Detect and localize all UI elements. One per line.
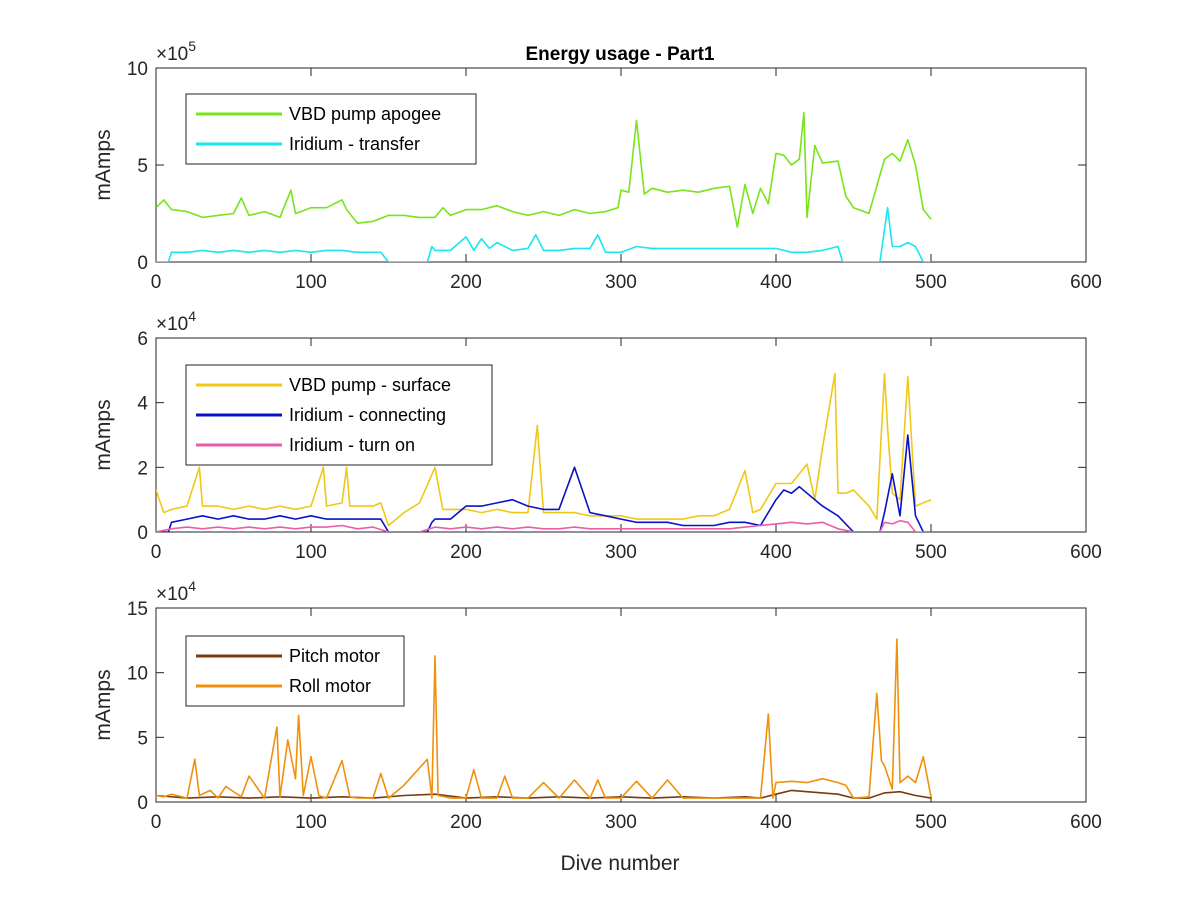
x-tick-label: 400	[760, 542, 792, 563]
x-tick-label: 200	[450, 812, 482, 833]
legend: VBD pump apogee Iridium - transfer	[185, 93, 477, 165]
x-tick-label: 600	[1070, 812, 1102, 833]
y-tick-label: 10	[127, 59, 148, 80]
x-tick-label: 600	[1070, 542, 1102, 563]
y-tick-label: 4	[137, 394, 148, 415]
legend-label: VBD pump - surface	[289, 375, 451, 395]
figure-title: Energy usage - Part1	[525, 44, 714, 65]
legend-label: Iridium - turn on	[289, 435, 415, 455]
x-tick-label: 200	[450, 542, 482, 563]
series-line-1	[156, 111, 932, 228]
series-line-2	[156, 206, 931, 262]
y-axis-label: mAmps	[92, 129, 115, 200]
x-tick-label: 500	[915, 542, 947, 563]
x-tick-label: 0	[151, 272, 162, 293]
panel-3: 0 100 200 300 400 500 600 0 5 10 15 ×104 mAmps Pitch …	[92, 578, 1102, 833]
y-tick-label: 10	[127, 664, 148, 685]
x-tick-label: 300	[605, 812, 637, 833]
panel-1: 0 100 200 300 400 500 600 0 5 10 ×105 mAmps VBD pump…	[92, 38, 1102, 293]
legend-label: VBD pump apogee	[289, 104, 441, 124]
x-tick-label: 100	[295, 812, 327, 833]
y-exponent-label: ×104	[156, 308, 196, 335]
y-exponent-label: ×104	[156, 578, 196, 605]
series-line-1	[156, 372, 932, 527]
panel-2: 0 100 200 300 400 500 600 0 2 4 6 ×104 mAmps VBD pump…	[92, 308, 1102, 563]
x-tick-label: 300	[605, 542, 637, 563]
y-tick-label: 5	[137, 728, 148, 749]
legend-box	[185, 93, 477, 165]
legend-box	[185, 635, 405, 707]
x-tick-label: 0	[151, 542, 162, 563]
x-tick-label: 100	[295, 272, 327, 293]
y-tick-label: 0	[137, 523, 148, 544]
legend-label: Roll motor	[289, 676, 371, 696]
y-axis-label: mAmps	[92, 399, 115, 470]
x-tick-label: 600	[1070, 272, 1102, 293]
x-tick-label: 200	[450, 272, 482, 293]
y-tick-label: 6	[137, 329, 148, 350]
y-tick-label: 15	[127, 599, 148, 620]
legend-label: Iridium - transfer	[289, 134, 420, 154]
legend: Pitch motor Roll motor	[185, 635, 405, 707]
x-tick-label: 500	[915, 272, 947, 293]
x-tick-label: 400	[760, 272, 792, 293]
y-tick-label: 0	[137, 793, 148, 814]
x-tick-label: 300	[605, 272, 637, 293]
y-tick-label: 0	[137, 253, 148, 274]
x-tick-label: 100	[295, 542, 327, 563]
figure-xlabel: Dive number	[560, 852, 679, 875]
legend-label: Iridium - connecting	[289, 405, 446, 425]
legend: VBD pump - surface Iridium - connecting Ir…	[185, 364, 493, 466]
series-line-2	[156, 434, 931, 532]
series-line-3	[156, 519, 931, 532]
series-line-2	[156, 638, 932, 799]
y-tick-label: 2	[137, 458, 148, 479]
x-tick-label: 400	[760, 812, 792, 833]
series-line-1	[156, 789, 932, 799]
y-axis-label: mAmps	[92, 669, 115, 740]
legend-label: Pitch motor	[289, 646, 380, 666]
x-tick-label: 0	[151, 812, 162, 833]
y-tick-label: 5	[137, 156, 148, 177]
y-exponent-label: ×105	[156, 38, 196, 65]
x-tick-label: 500	[915, 812, 947, 833]
